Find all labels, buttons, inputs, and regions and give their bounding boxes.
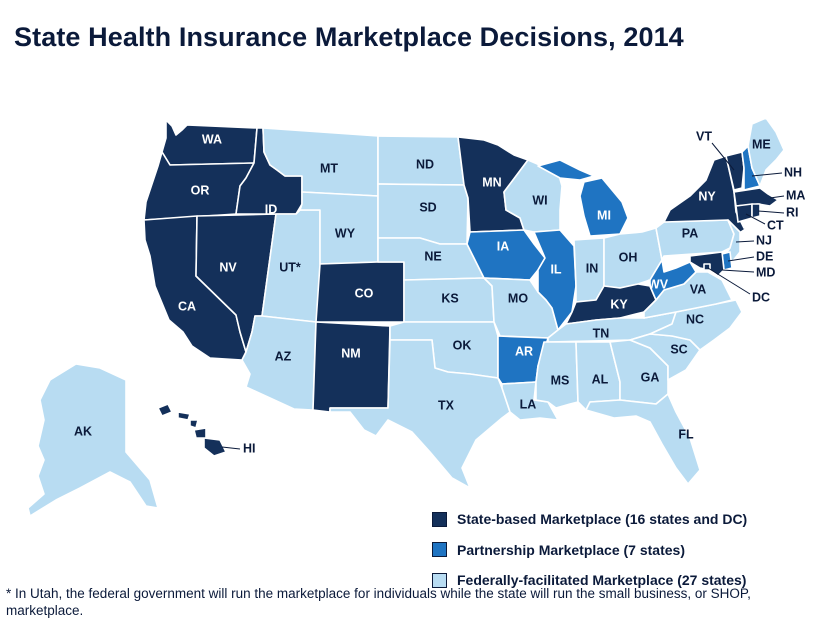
state-label-wv: WV xyxy=(648,277,669,291)
ri-leader xyxy=(757,210,785,214)
nj-leader xyxy=(735,240,755,243)
nh-leader xyxy=(751,172,783,177)
state-label-tx: TX xyxy=(438,398,455,412)
state-label-nh: NH xyxy=(784,165,802,179)
state-label-hi: HI xyxy=(243,441,256,455)
map-legend: State-based Marketplace (16 states and D… xyxy=(432,508,747,600)
state-vt[interactable] xyxy=(725,151,745,191)
state-label-ga: GA xyxy=(641,370,660,384)
state-label-ma: MA xyxy=(786,188,805,202)
legend-label-federal: Federally-facilitated Marketplace (27 st… xyxy=(457,572,747,588)
state-label-vt: VT xyxy=(696,129,712,143)
state-me[interactable] xyxy=(747,117,785,187)
map-title: State Health Insurance Marketplace Decis… xyxy=(14,22,684,52)
legend-swatch-state-based xyxy=(432,511,447,527)
state-label-ak: AK xyxy=(74,424,92,438)
state-label-ms: MS xyxy=(551,373,570,387)
dc-leader xyxy=(707,267,751,295)
state-label-mo: MO xyxy=(508,291,528,305)
state-label-sc: SC xyxy=(670,342,687,356)
state-fl[interactable] xyxy=(585,393,701,485)
state-label-az: AZ xyxy=(275,349,292,363)
state-label-oh: OH xyxy=(619,250,638,264)
state-label-nd: ND xyxy=(416,157,434,171)
state-label-md: MD xyxy=(756,265,775,279)
state-ak[interactable] xyxy=(27,363,159,517)
ma-leader xyxy=(769,195,785,199)
de-leader xyxy=(727,256,755,262)
state-label-mi: MI xyxy=(597,208,611,222)
state-label-nv: NV xyxy=(219,260,237,274)
state-ri[interactable] xyxy=(751,203,761,219)
hi-leader xyxy=(221,446,241,450)
state-label-ne: NE xyxy=(424,249,441,263)
state-il[interactable] xyxy=(533,229,577,331)
state-label-mt: MT xyxy=(320,161,338,175)
state-label-ri: RI xyxy=(786,205,799,219)
legend-label-partnership: Partnership Marketplace (7 states) xyxy=(457,541,685,558)
state-label-ar: AR xyxy=(515,344,533,358)
state-mi[interactable] xyxy=(537,159,629,237)
state-ct[interactable] xyxy=(735,203,753,223)
state-label-or: OR xyxy=(191,183,210,197)
state-label-mn: MN xyxy=(482,175,501,189)
state-label-ca: CA xyxy=(178,299,196,313)
state-wv[interactable] xyxy=(649,259,697,301)
legend-item-federal[interactable]: Federally-facilitated Marketplace (27 st… xyxy=(432,569,747,591)
state-label-ct: CT xyxy=(767,218,784,232)
state-label-nj: NJ xyxy=(756,233,772,247)
state-label-sd: SD xyxy=(419,200,436,214)
legend-swatch-partnership xyxy=(432,542,447,557)
state-label-tn: TN xyxy=(593,326,610,340)
state-label-la: LA xyxy=(520,397,537,411)
state-label-de: DE xyxy=(756,249,773,263)
state-label-fl: FL xyxy=(678,427,694,441)
state-label-co: CO xyxy=(355,286,374,300)
legend-item-partnership[interactable]: Partnership Marketplace (7 states) xyxy=(432,539,747,561)
state-label-ks: KS xyxy=(441,291,458,305)
state-label-ut: UT* xyxy=(279,260,301,274)
state-label-ok: OK xyxy=(453,338,472,352)
state-label-id: ID xyxy=(265,202,278,216)
vt-leader xyxy=(711,142,735,171)
legend-label-state-based: State-based Marketplace (16 states and D… xyxy=(457,511,748,527)
state-label-nm: NM xyxy=(341,346,360,360)
state-label-wa: WA xyxy=(202,132,222,146)
ct-leader xyxy=(745,213,766,225)
md-leader xyxy=(721,269,755,273)
state-hi[interactable] xyxy=(157,403,227,457)
state-label-pa: PA xyxy=(682,226,698,240)
footnote: * In Utah, the federal government will r… xyxy=(6,586,751,618)
state-label-in: IN xyxy=(586,261,599,275)
state-tx[interactable] xyxy=(329,339,511,489)
state-label-al: AL xyxy=(592,372,609,386)
state-label-wy: WY xyxy=(335,226,356,240)
state-label-ia: IA xyxy=(497,239,510,253)
state-nm[interactable] xyxy=(312,321,391,413)
state-label-dc: DC xyxy=(752,290,770,304)
legend-item-state-based[interactable]: State-based Marketplace (16 states and D… xyxy=(432,508,747,530)
state-label-va: VA xyxy=(690,282,706,296)
state-label-ky: KY xyxy=(610,297,628,311)
state-label-ny: NY xyxy=(698,189,716,203)
state-label-me: ME xyxy=(752,137,771,151)
state-label-wi: WI xyxy=(532,193,547,207)
state-label-il: IL xyxy=(550,262,561,276)
state-la[interactable] xyxy=(501,381,559,421)
legend-swatch-federal xyxy=(432,572,447,588)
state-label-nc: NC xyxy=(686,312,704,326)
